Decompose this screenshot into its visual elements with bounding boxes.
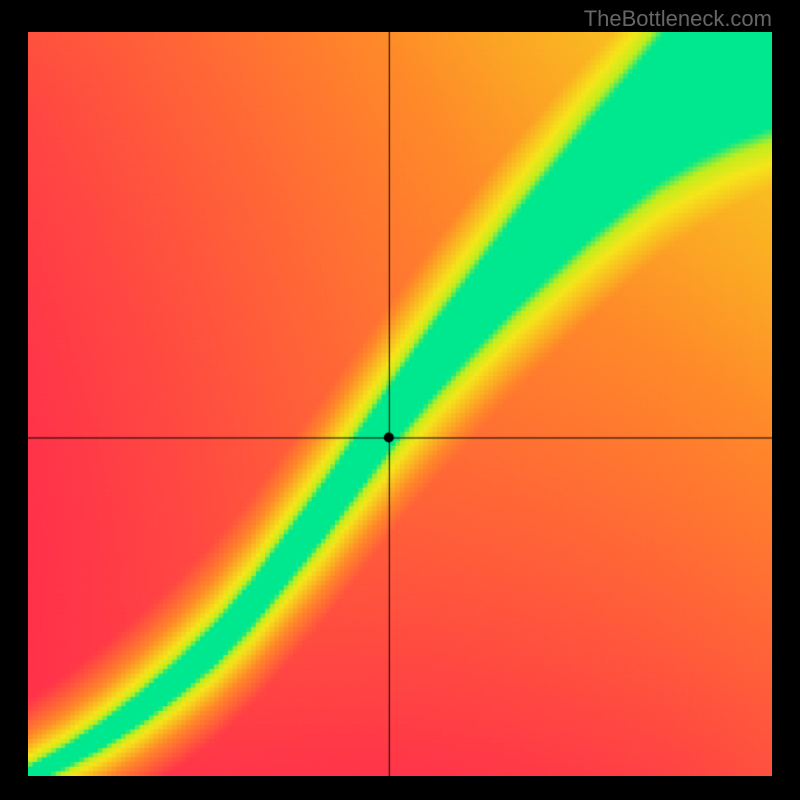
- chart-container: TheBottleneck.com: [0, 0, 800, 800]
- bottleneck-heatmap: [28, 32, 772, 776]
- plot-frame: [28, 32, 772, 776]
- watermark-text: TheBottleneck.com: [584, 6, 772, 32]
